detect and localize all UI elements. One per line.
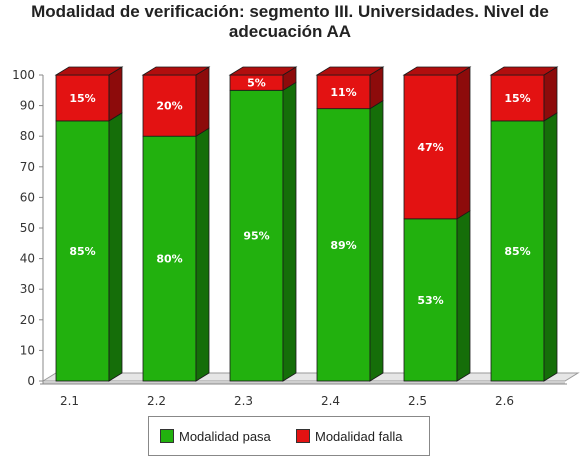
bar-top [402,66,472,76]
bar-top [228,66,298,76]
bar-data-label: 89% [330,239,356,252]
y-tick-label: 80 [20,129,35,143]
bar-front [490,120,545,382]
bar-segment [490,112,558,382]
chart-floor-edge [43,381,565,384]
bar-top [54,66,124,76]
legend-label-pasa: Modalidad pasa [179,428,271,444]
y-tick-label: 100 [12,68,35,82]
y-tick-label: 90 [20,99,35,113]
legend: Modalidad pasa Modalidad falla [148,416,430,456]
bar-side [108,112,123,382]
bar-segment [229,81,297,382]
chart-title: Modalidad de verificación: segmento III.… [31,2,549,41]
bar-data-label: 85% [504,245,530,258]
legend-swatch-pasa [160,429,174,443]
bar-side [543,66,558,122]
bar-top [489,66,559,76]
y-tick-label: 10 [20,343,35,357]
bar-side [456,210,471,382]
legend-swatch-falla [296,429,310,443]
x-tick-label: 2.4 [321,394,340,408]
bar-segment [316,99,384,382]
bar-side [195,127,210,382]
bar-segment [141,66,211,137]
bar-top [141,66,211,76]
y-tick-label: 60 [20,190,35,204]
bar-segment [315,66,385,110]
x-tick-label: 2.5 [408,394,427,408]
legend-item-pasa: Modalidad pasa [160,428,271,444]
bar-segment [489,66,559,122]
bar-side [195,66,210,137]
bar-data-label: 47% [417,141,443,154]
bar-data-label: 80% [156,253,182,266]
bar-front [490,74,545,122]
bar-front [316,74,371,110]
y-tick-label: 50 [20,221,35,235]
x-tick-label: 2.6 [495,394,514,408]
bar-data-label: 85% [69,245,95,258]
bar-front [142,135,197,382]
bar-data-label: 11% [330,86,356,99]
bar-segment [54,66,124,122]
y-tick-label: 40 [20,252,35,266]
legend-label-falla: Modalidad falla [315,428,403,444]
bar-segment [228,66,298,92]
y-tick-label: 30 [20,282,35,296]
bar-segment [403,210,471,382]
bar-segment [55,112,123,382]
bar-side [369,99,384,382]
bar-front [55,74,110,122]
bar-data-label: 15% [69,92,95,105]
bar-top [315,66,385,76]
bar-data-label: 5% [247,77,266,90]
bar-segment [142,127,210,382]
bar-side [282,81,297,382]
bar-data-label: 53% [417,294,443,307]
x-tick-label: 2.3 [234,394,253,408]
bar-data-label: 20% [156,100,182,113]
bar-side [108,66,123,122]
y-tick-label: 70 [20,160,35,174]
bar-side [456,66,471,220]
y-tick-label: 0 [27,374,35,388]
bar-data-label: 15% [504,92,530,105]
y-tick-label: 20 [20,313,35,327]
bar-side [543,112,558,382]
bar-segment [402,66,472,220]
x-tick-label: 2.1 [60,394,79,408]
x-tick-label: 2.2 [147,394,166,408]
legend-item-falla: Modalidad falla [296,428,402,444]
bar-data-label: 95% [243,230,269,243]
